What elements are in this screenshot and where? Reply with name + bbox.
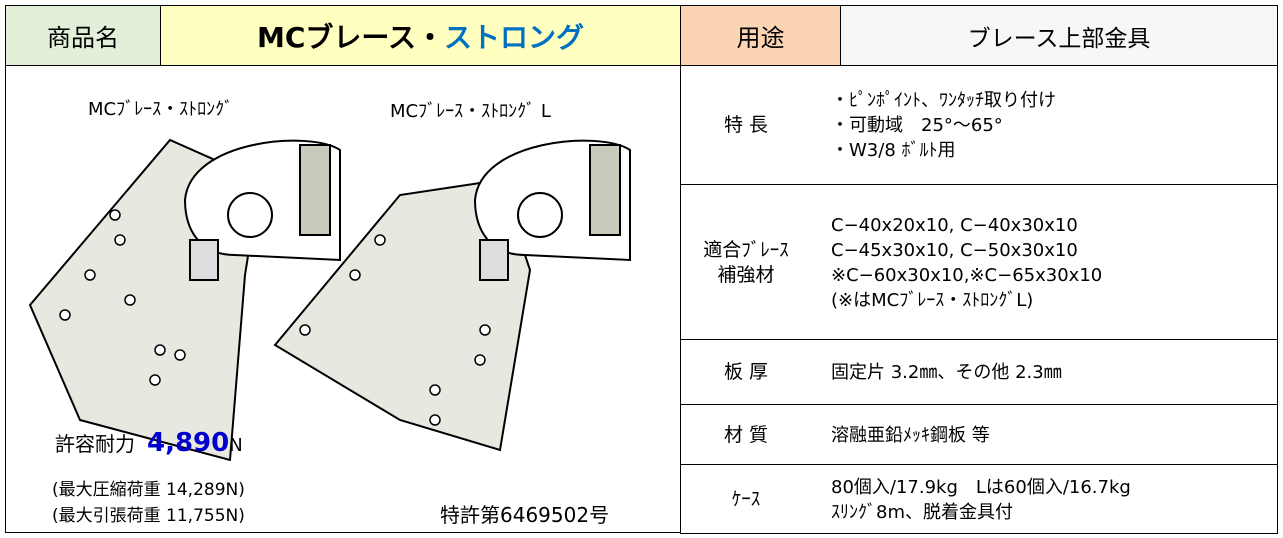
spec-line: 溶融亜鉛ﾒｯｷ鋼板 等: [831, 424, 990, 446]
spec-label-text: 板 厚: [723, 361, 769, 383]
spec-lines: 80個入/17.9kg Lは60個入/16.7kg ｽﾘﾝｸﾞ8m、脱着金具付: [831, 465, 1131, 534]
spec-row: 適合ﾌﾞﾚｰｽ 補強材 C−40x20x10, C−40x30x10 C−45x30x…: [680, 184, 1278, 340]
spec-line: 80個入/17.9kg Lは60個入/16.7kg: [831, 476, 1131, 498]
bolt-1: [227, 192, 273, 238]
product-name-black: MCブレース・: [256, 20, 444, 54]
max-tension: (最大引張荷重 11,755N): [52, 506, 245, 526]
spec-lines: 溶融亜鉛ﾒｯｷ鋼板 等: [831, 405, 990, 465]
image-label: MCﾌﾞﾚｰｽ・ｽﾄﾛﾝｸﾞ L: [390, 101, 551, 122]
spec-row: ｹｰｽ 80個入/17.9kg Lは60個入/16.7kg ｽﾘﾝｸﾞ8m、脱着金具…: [680, 464, 1278, 534]
capacity-label: 許容耐力: [55, 432, 135, 456]
spec-line: (※はMCﾌﾞﾚｰｽ・ｽﾄﾛﾝｸﾞL): [831, 289, 1034, 311]
spec-line: 固定片 3.2㎜、その他 2.3㎜: [831, 362, 1062, 383]
spec-row: 特 長 ・ﾋﾟﾝﾎﾟｲﾝﾄ、ﾜﾝﾀｯﾁ取り付け ・可動域 25°～65° ・W3/8 …: [680, 65, 1278, 185]
clamp-pad-1: [299, 144, 331, 236]
image-label: MCﾌﾞﾚｰｽ・ｽﾄﾛﾝｸﾞ: [88, 99, 234, 120]
spec-label-text: ｹｰｽ: [731, 488, 761, 510]
product-name: MCブレース・ ストロング: [160, 5, 681, 66]
spec-row: 板 厚 固定片 3.2㎜、その他 2.3㎜: [680, 339, 1278, 405]
spec-label-text: 材 質: [723, 423, 769, 446]
bolt-2: [517, 192, 563, 238]
capacity-unit: N: [229, 435, 243, 456]
use-label: 用途: [680, 5, 841, 66]
capacity-value: 4,890: [147, 428, 230, 458]
spec-label: 適合ﾌﾞﾚｰｽ 補強材: [681, 185, 811, 340]
tab-1: [189, 239, 219, 281]
product-label: 商品名: [5, 5, 161, 66]
spec-row: 材 質 溶融亜鉛ﾒｯｷ鋼板 等: [680, 404, 1278, 465]
product-illustration: [28, 138, 631, 462]
spec-label-text: 適合ﾌﾞﾚｰｽ: [703, 238, 789, 261]
spec-line: ｽﾘﾝｸﾞ8m、脱着金具付: [831, 501, 1013, 523]
spec-label: 板 厚: [681, 340, 811, 405]
spec-label: ｹｰｽ: [681, 465, 811, 534]
tab-2: [479, 239, 509, 281]
clamp-pad-2: [589, 144, 621, 236]
spec-label-text: 特 長: [723, 114, 769, 136]
product-name-blue: ストロング: [444, 20, 585, 54]
spec-lines: 固定片 3.2㎜、その他 2.3㎜: [831, 340, 1062, 405]
plate-2: [273, 178, 532, 452]
spec-line: C−40x20x10, C−40x30x10: [831, 214, 1078, 236]
capacity: 許容耐力 4,890N: [55, 428, 243, 458]
spec-line: ※C−60x30x10,※C−65x30x10: [831, 264, 1103, 286]
spec-lines: ・ﾋﾟﾝﾎﾟｲﾝﾄ、ﾜﾝﾀｯﾁ取り付け ・可動域 25°～65° ・W3/8 ﾎﾞﾙ…: [831, 66, 1056, 185]
spec-label: 特 長: [681, 66, 811, 185]
spec-line: ・ﾋﾟﾝﾎﾟｲﾝﾄ、ﾜﾝﾀｯﾁ取り付け: [831, 90, 1056, 111]
spec-line: C−45x30x10, C−50x30x10: [831, 239, 1078, 261]
spec-line: ・W3/8 ﾎﾞﾙﾄ用: [831, 140, 956, 161]
spec-line: ・可動域 25°～65°: [831, 115, 1003, 136]
spec-label: 材 質: [681, 405, 811, 465]
max-compression: (最大圧縮荷重 14,289N): [52, 480, 245, 500]
use-value: ブレース上部金具: [840, 5, 1278, 66]
spec-lines: C−40x20x10, C−40x30x10 C−45x30x10, C−50x3…: [831, 185, 1102, 340]
spec-label-text: 補強材: [717, 263, 775, 286]
patent: 特許第6469502号: [440, 503, 610, 527]
